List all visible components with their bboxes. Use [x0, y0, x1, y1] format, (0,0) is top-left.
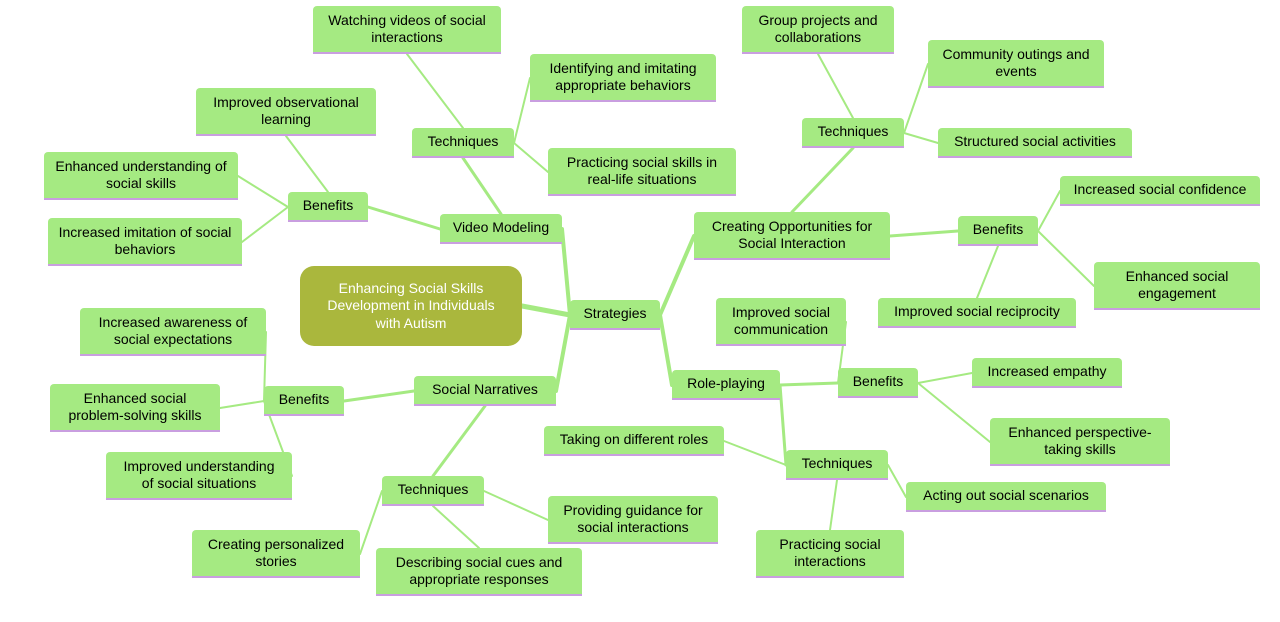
node-label: Techniques [398, 481, 469, 499]
node-label: Benefits [279, 391, 330, 409]
concept-node: Increased social confidence [1060, 176, 1260, 206]
concept-node: Community outings and events [928, 40, 1104, 88]
concept-node: Benefits [288, 192, 368, 222]
concept-node: Creating Opportunities for Social Intera… [694, 212, 890, 260]
node-label: Increased empathy [987, 363, 1106, 381]
node-label: Enhancing Social Skills Development in I… [314, 280, 508, 333]
node-label: Creating Opportunities for Social Intera… [704, 218, 880, 253]
node-label: Social Narratives [432, 381, 538, 399]
concept-node: Enhanced social problem-solving skills [50, 384, 220, 432]
node-label: Improved social communication [726, 304, 836, 339]
concept-node: Social Narratives [414, 376, 556, 406]
concept-node: Acting out social scenarios [906, 482, 1106, 512]
node-label: Role-playing [687, 375, 765, 393]
concept-node: Practicing social interactions [756, 530, 904, 578]
concept-node: Structured social activities [938, 128, 1132, 158]
node-label: Strategies [583, 305, 646, 323]
node-label: Video Modeling [453, 219, 549, 237]
node-label: Creating personalized stories [202, 536, 350, 571]
node-label: Practicing social skills in real-life si… [558, 154, 726, 189]
node-label: Techniques [428, 133, 499, 151]
node-label: Group projects and collaborations [752, 12, 884, 47]
node-label: Taking on different roles [560, 431, 708, 449]
node-label: Techniques [802, 455, 873, 473]
concept-node: Improved observational learning [196, 88, 376, 136]
concept-node: Techniques [382, 476, 484, 506]
concept-node: Video Modeling [440, 214, 562, 244]
node-label: Benefits [973, 221, 1024, 239]
concept-node: Strategies [570, 300, 660, 330]
concept-node: Describing social cues and appropriate r… [376, 548, 582, 596]
concept-node: Improved social communication [716, 298, 846, 346]
node-label: Providing guidance for social interactio… [558, 502, 708, 537]
node-label: Increased social confidence [1074, 181, 1247, 199]
concept-node: Increased imitation of social behaviors [48, 218, 242, 266]
node-label: Identifying and imitating appropriate be… [540, 60, 706, 95]
node-label: Enhanced understanding of social skills [54, 158, 228, 193]
node-label: Improved social reciprocity [894, 303, 1060, 321]
concept-node: Taking on different roles [544, 426, 724, 456]
concept-node: Enhanced perspective-taking skills [990, 418, 1170, 466]
concept-node: Benefits [958, 216, 1038, 246]
root-node: Enhancing Social Skills Development in I… [300, 266, 522, 346]
node-label: Acting out social scenarios [923, 487, 1089, 505]
node-label: Benefits [303, 197, 354, 215]
concept-node: Techniques [786, 450, 888, 480]
concept-node: Improved understanding of social situati… [106, 452, 292, 500]
node-label: Enhanced social problem-solving skills [60, 390, 210, 425]
concept-node: Enhanced understanding of social skills [44, 152, 238, 200]
node-label: Increased awareness of social expectatio… [90, 314, 256, 349]
concept-node: Enhanced social engagement [1094, 262, 1260, 310]
node-label: Benefits [853, 373, 904, 391]
concept-node: Group projects and collaborations [742, 6, 894, 54]
concept-node: Providing guidance for social interactio… [548, 496, 718, 544]
concept-node: Identifying and imitating appropriate be… [530, 54, 716, 102]
concept-node: Practicing social skills in real-life si… [548, 148, 736, 196]
concept-node: Techniques [802, 118, 904, 148]
node-label: Watching videos of social interactions [323, 12, 491, 47]
concept-node: Improved social reciprocity [878, 298, 1076, 328]
node-label: Techniques [818, 123, 889, 141]
concept-node: Role-playing [672, 370, 780, 400]
node-label: Practicing social interactions [766, 536, 894, 571]
concept-node: Watching videos of social interactions [313, 6, 501, 54]
concept-node: Increased empathy [972, 358, 1122, 388]
node-label: Improved understanding of social situati… [116, 458, 282, 493]
node-label: Improved observational learning [206, 94, 366, 129]
node-label: Enhanced social engagement [1104, 268, 1250, 303]
concept-node: Benefits [838, 368, 918, 398]
node-label: Structured social activities [954, 133, 1116, 151]
concept-node: Benefits [264, 386, 344, 416]
node-label: Describing social cues and appropriate r… [386, 554, 572, 589]
node-label: Community outings and events [938, 46, 1094, 81]
node-label: Enhanced perspective-taking skills [1000, 424, 1160, 459]
node-label: Increased imitation of social behaviors [58, 224, 232, 259]
concept-node: Techniques [412, 128, 514, 158]
concept-node: Increased awareness of social expectatio… [80, 308, 266, 356]
concept-node: Creating personalized stories [192, 530, 360, 578]
